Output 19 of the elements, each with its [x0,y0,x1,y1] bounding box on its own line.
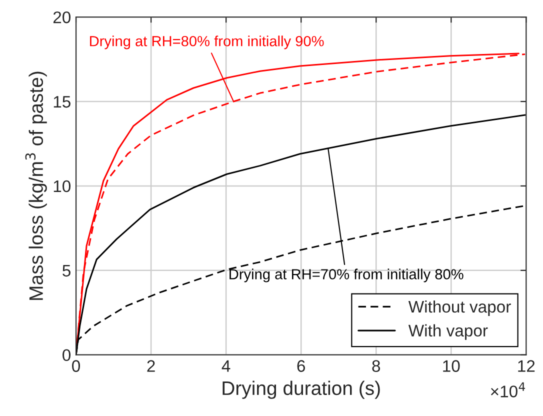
x-tick-label: 6 [297,360,305,372]
annotation: Drying at RH=80% from initially 90% [90,36,324,50]
annotation: Drying at RH=70% from initially 80% [230,268,464,282]
x-tick-label: 10 [443,360,460,372]
x-tick-label: 12 [518,360,535,372]
text: ×10$^{4}$ [490,382,526,398]
y-tick-label: 5 [62,264,70,277]
legend-label: With vapor [408,324,488,340]
x-tick-label: 0 [72,360,80,372]
y-tick-label: 15 [54,96,70,108]
x-tick-label: 8 [372,360,380,372]
x-axis-title: Drying duration (s) [222,380,380,399]
y-axis-title: Mass loss (kg/m$^{3}$ of paste) [25,72,47,300]
y-tick-label: 20 [53,11,71,24]
y-tick-label: 10 [54,180,71,192]
x-tick-label: 2 [147,360,155,372]
y-tick-label: 0 [62,349,71,362]
x-tick-label: 4 [222,360,230,372]
legend-label: Without vapor [408,300,511,316]
